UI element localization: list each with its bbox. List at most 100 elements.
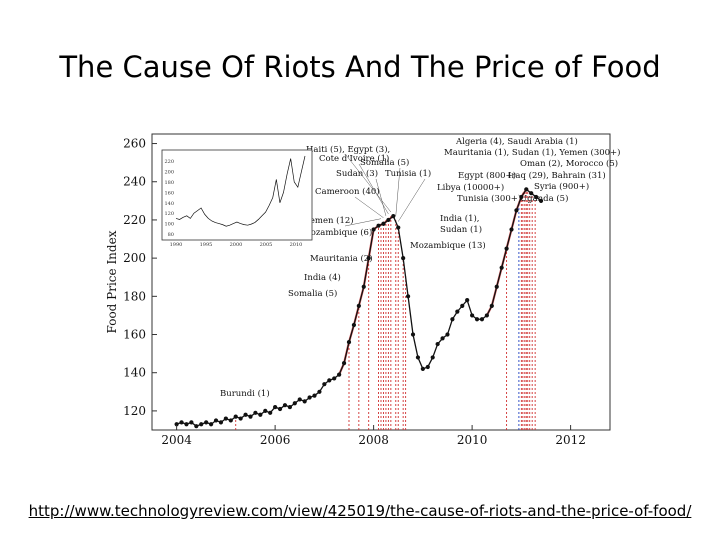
data-point: [322, 382, 327, 387]
data-point: [514, 208, 519, 213]
data-point: [460, 303, 465, 308]
data-point: [238, 416, 243, 421]
data-point: [248, 414, 253, 419]
inset-y-tick: 180: [164, 180, 174, 186]
data-point: [351, 322, 357, 328]
data-point: [415, 355, 421, 360]
data-point: [401, 256, 406, 261]
data-point: [386, 217, 391, 223]
x-tick-label: 2010: [457, 433, 488, 447]
data-point: [337, 372, 342, 377]
food-price-chart: 120 140 160 180 200 220 240 260 2004 2006 2008 2010…: [100, 130, 620, 450]
inset-line: [175, 155, 306, 227]
data-point: [253, 410, 258, 415]
inset-x-tick: 2000: [230, 242, 243, 248]
data-point: [534, 194, 539, 200]
data-point: [494, 284, 499, 289]
data-point: [391, 214, 396, 219]
event-label: Iraq (29), Bahrain (31): [508, 170, 606, 181]
event-label: Sudan (1): [440, 224, 482, 235]
inset-y-tick: 200: [164, 170, 174, 176]
data-point: [371, 227, 376, 232]
y-tick-label: 240: [123, 175, 146, 189]
data-point: [445, 332, 450, 337]
data-point: [479, 317, 485, 322]
axes: 120 140 160 180 200 220 240 260 2004 2006 2008 2010…: [105, 137, 586, 447]
data-point: [218, 420, 224, 425]
data-point: [213, 418, 219, 423]
data-point: [420, 366, 425, 371]
leader-line: [358, 163, 389, 215]
data-point: [199, 422, 204, 427]
event-label: Libya (10000+): [437, 182, 504, 193]
x-tick-label: 2006: [260, 433, 291, 447]
leader-line: [344, 218, 382, 227]
data-point: [282, 403, 288, 408]
x-tick-label: 2004: [161, 433, 192, 447]
data-point: [307, 395, 312, 400]
data-point: [465, 298, 470, 303]
data-point: [243, 412, 248, 417]
data-point: [208, 422, 214, 427]
event-label: Mauritania (2): [310, 253, 373, 264]
y-tick-label: 220: [123, 213, 146, 227]
y-tick-label: 160: [123, 328, 146, 342]
data-point: [179, 420, 184, 425]
event-label: Cameroon (40): [315, 186, 380, 197]
y-axis-label: Food Price Index: [105, 230, 119, 333]
data-point: [297, 397, 302, 402]
event-label: Uganda (5): [520, 193, 568, 204]
data-point: [499, 265, 504, 270]
inset-y-tick: 120: [164, 211, 174, 217]
data-point: [396, 225, 401, 230]
data-point: [332, 376, 337, 381]
price-series: [174, 187, 544, 429]
chart-svg: 120 140 160 180 200 220 240 260 2004 2006 2008 2010…: [105, 133, 620, 447]
y-tick-label: 200: [123, 251, 146, 265]
event-label: India (1),: [440, 213, 480, 224]
event-label: Sudan (3): [336, 168, 378, 179]
data-point: [204, 420, 209, 425]
data-point: [233, 414, 238, 419]
event-label: Mauritania (1), Sudan (1), Yemen (300+): [444, 147, 620, 158]
inset-y-tick: 160: [164, 190, 174, 196]
inset-y-tick: 140: [164, 201, 174, 207]
inset-y-tick: 220: [164, 159, 174, 165]
data-point: [489, 303, 494, 308]
data-point: [504, 246, 509, 251]
event-label: Somalia (5): [288, 288, 337, 299]
leader-line: [345, 154, 392, 213]
y-tick-label: 260: [123, 137, 146, 151]
data-point: [184, 422, 189, 427]
data-point: [327, 378, 332, 383]
inset-frame: [161, 149, 313, 241]
data-point: [273, 404, 278, 410]
data-point: [366, 256, 371, 261]
data-point: [455, 309, 460, 314]
event-label: Mozambique (13): [410, 240, 486, 251]
data-point: [519, 194, 524, 200]
data-point: [430, 355, 435, 360]
data-point: [258, 412, 263, 417]
event-labels: Burundi (1) Somalia (5) India (4) Mauritani…: [220, 136, 620, 399]
data-point: [361, 284, 366, 289]
inset-x-tick: 2010: [290, 242, 303, 248]
y-tick-label: 120: [123, 404, 146, 418]
data-point: [189, 420, 194, 425]
data-point: [470, 313, 475, 318]
event-label: Mozambique (6): [302, 227, 372, 238]
data-point: [538, 198, 544, 203]
data-point: [356, 303, 361, 308]
event-label: Somalia (5): [360, 157, 409, 168]
y-tick-label: 180: [123, 289, 146, 303]
data-point: [425, 364, 430, 370]
data-point: [341, 361, 347, 366]
slide-title: The Cause Of Riots And The Price of Food: [59, 50, 661, 84]
event-label: Cote d'Ivoire (1): [319, 153, 389, 164]
data-point: [509, 227, 514, 232]
source-link[interactable]: http://www.technologyreview.com/view/425…: [28, 502, 692, 520]
data-point: [410, 332, 416, 337]
leader-line: [398, 178, 426, 222]
data-point: [174, 422, 179, 427]
data-point: [277, 406, 283, 412]
